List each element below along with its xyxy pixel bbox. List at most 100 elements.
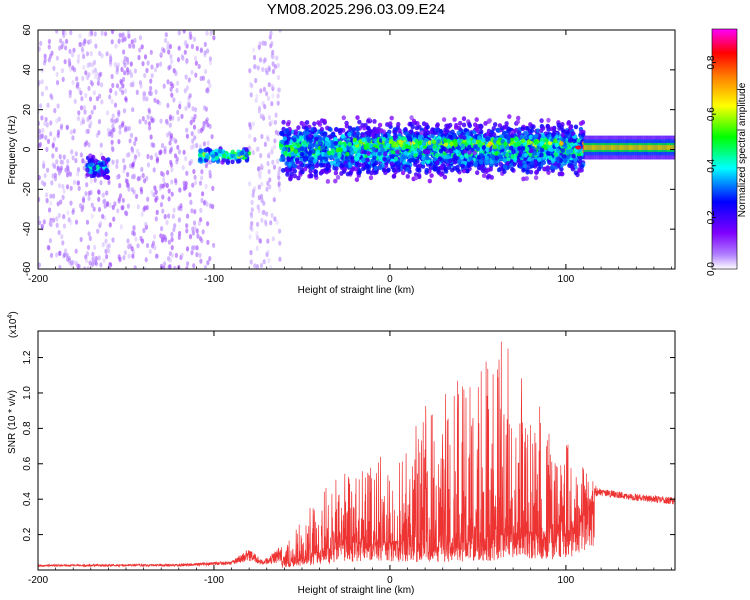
spectrogram-cell [131, 253, 135, 259]
spectrogram-cell [371, 146, 376, 152]
spectrogram-cell [61, 240, 65, 246]
spectrogram-cell [546, 150, 551, 156]
spectrogram-cell [510, 133, 515, 139]
spectrogram-cell [270, 119, 274, 125]
spectrogram-cell [366, 151, 371, 156]
spectrogram-cell [189, 34, 193, 40]
spectrogram-cell [110, 117, 114, 123]
spectrogram-cell [206, 221, 210, 227]
spectrogram-cell [199, 47, 204, 53]
spectrogram-cell [467, 150, 472, 155]
spectrogram-cell [516, 158, 521, 164]
spectrogram-cell [319, 126, 325, 132]
spectrogram-cell [203, 41, 207, 48]
spectrogram-cell [57, 170, 62, 176]
spectrogram-cell [239, 150, 245, 156]
spectrogram-ridge-cell [597, 145, 599, 150]
spectrogram-cell [190, 208, 194, 214]
spectrogram-cell [85, 219, 90, 225]
spectrogram-cell [511, 149, 516, 155]
spectrogram-cell [55, 252, 59, 258]
spectrogram-cell [154, 152, 158, 158]
spectrogram-cell [132, 189, 136, 195]
spectrogram-cell [386, 167, 391, 173]
spectrogram-cell [61, 41, 65, 47]
spectrogram-cell [99, 220, 103, 226]
spectrogram-cell [419, 130, 424, 136]
spectrogram-cell [365, 169, 371, 175]
spectrogram-cell [425, 124, 430, 130]
spectrogram-cell [520, 126, 525, 131]
spectrogram-cell [190, 131, 194, 137]
spectrogram-cell [528, 122, 533, 127]
spectrogram-cell [193, 55, 198, 62]
spectrogram-cell [355, 126, 360, 132]
spectrogram-cell [61, 194, 65, 200]
spectrogram-cell [184, 74, 188, 80]
spectrogram-cell [250, 83, 254, 89]
spectrogram-cell [502, 125, 507, 130]
spectrogram-cell [94, 43, 98, 49]
spectrogram-cell [361, 157, 366, 163]
spectrogram-cell [48, 207, 52, 213]
spectrogram-cell [274, 112, 278, 118]
spectrogram-cell [82, 53, 86, 60]
spectrogram-cell [461, 122, 467, 128]
spectrogram-cell [434, 152, 440, 158]
spectrogram-cell [251, 192, 255, 198]
spectrogram-cell [70, 149, 74, 155]
spectrogram-cell [547, 140, 553, 146]
spectrogram-cell [559, 171, 564, 177]
spectrogram-cell [260, 133, 264, 140]
spectrogram-cell [296, 125, 301, 131]
spectrogram-cell [185, 223, 189, 229]
spectrogram-cell [169, 53, 173, 60]
spectrogram-cell [262, 58, 266, 64]
spectrogram-cell [393, 167, 398, 173]
spectrogram-cell [146, 114, 150, 120]
spectrogram-cell [145, 242, 150, 249]
spectrogram-cell [290, 161, 296, 167]
spectrogram-cell [261, 66, 265, 73]
spectrogram-cell [205, 201, 209, 207]
spectrogram-cell [78, 41, 82, 48]
spectrogram-cell [107, 248, 111, 254]
spectrogram-cell [51, 173, 55, 179]
spectrogram-cell [40, 91, 45, 97]
spectrogram-cell [397, 128, 402, 134]
spectrogram-ridge-cell [606, 145, 608, 150]
spectrogram-cell [316, 120, 321, 126]
spectrogram-cell [360, 123, 365, 128]
spectrogram-cell [137, 54, 141, 61]
spectrogram-cell [123, 88, 128, 94]
spectrogram-cell [176, 57, 181, 63]
spectrogram-cell [252, 54, 257, 61]
spectrogram-cell [208, 169, 212, 175]
spectrogram-cell [89, 120, 93, 126]
spectrogram-cell [255, 230, 259, 236]
spectrogram-ridge-cell [594, 145, 596, 150]
spectrogram-cell [129, 71, 134, 77]
spectrogram-cell [525, 126, 530, 131]
spectrogram-cell [50, 50, 54, 56]
spectrogram-cell [188, 192, 192, 198]
spectrogram-cell [459, 154, 465, 160]
spectrogram-cell [127, 186, 131, 192]
spectrogram-cell [296, 164, 302, 170]
spectrogram-cell [92, 90, 96, 96]
spectrogram-cell [170, 252, 174, 258]
spectrogram-cell [405, 166, 410, 172]
spectrogram-cell [51, 142, 55, 148]
spectrogram-cell [58, 154, 62, 160]
spectrogram-cell [191, 138, 195, 144]
spectrogram-cell [142, 227, 146, 234]
spectrogram-cell [185, 246, 190, 252]
spectrogram-cell [86, 62, 90, 69]
spectrogram-cell [52, 136, 57, 142]
spectrogram-cell [197, 128, 201, 134]
spectrogram-cell [189, 158, 194, 164]
spectrogram-cell [152, 234, 157, 240]
spectrogram-cell [206, 88, 210, 94]
spectrogram-cell [273, 138, 277, 144]
